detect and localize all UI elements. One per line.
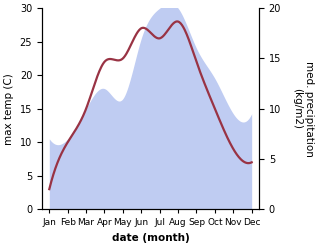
X-axis label: date (month): date (month) bbox=[112, 233, 189, 243]
Y-axis label: med. precipitation
(kg/m2): med. precipitation (kg/m2) bbox=[292, 61, 314, 157]
Y-axis label: max temp (C): max temp (C) bbox=[4, 73, 14, 144]
